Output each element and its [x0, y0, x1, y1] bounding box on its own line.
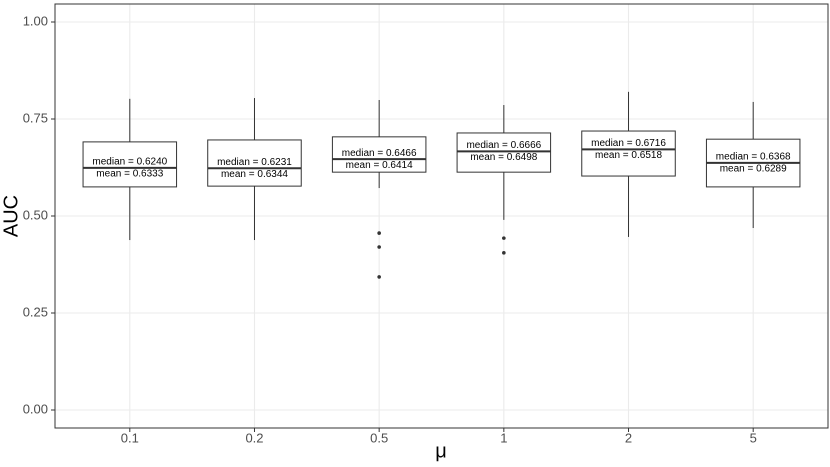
- median-label: median = 0.6368: [716, 152, 791, 163]
- x-tick-label: 5: [750, 430, 757, 445]
- y-tick-label: 0.75: [23, 110, 48, 125]
- outlier: [377, 275, 381, 279]
- x-tick-label: 0.2: [245, 430, 263, 445]
- mean-label: mean = 0.6498: [470, 152, 537, 163]
- y-tick-label: 0.25: [23, 304, 48, 319]
- mean-label: mean = 0.6333: [96, 169, 163, 180]
- mean-label: mean = 0.6344: [221, 169, 288, 180]
- median-label: median = 0.6666: [466, 140, 541, 151]
- box: [456, 132, 552, 173]
- outlier: [502, 251, 506, 255]
- mean-label: mean = 0.6289: [720, 164, 787, 175]
- median-label: median = 0.6466: [342, 148, 417, 159]
- x-tick-label: 0.1: [121, 430, 139, 445]
- box: [581, 130, 676, 177]
- outlier: [377, 231, 381, 235]
- panel-border: [54, 3, 829, 429]
- median-label: median = 0.6716: [591, 138, 666, 149]
- median-label: median = 0.6240: [92, 157, 167, 168]
- box: [82, 141, 178, 188]
- median-label: median = 0.6231: [217, 157, 292, 168]
- outlier: [502, 236, 506, 240]
- box: [207, 139, 302, 187]
- x-axis-label: μ: [435, 440, 447, 462]
- y-tick-label: 0.00: [23, 401, 48, 416]
- x-tick-label: 2: [625, 430, 632, 445]
- y-tick-label: 1.00: [23, 13, 48, 28]
- y-tick-label: 0.50: [23, 207, 48, 222]
- x-tick-label: 0.5: [370, 430, 388, 445]
- mean-label: mean = 0.6518: [595, 150, 662, 161]
- mean-label: mean = 0.6414: [346, 160, 413, 171]
- outlier: [377, 245, 381, 249]
- x-tick-label: 1: [500, 430, 507, 445]
- box: [331, 136, 427, 173]
- y-axis-label: AUC: [0, 195, 22, 237]
